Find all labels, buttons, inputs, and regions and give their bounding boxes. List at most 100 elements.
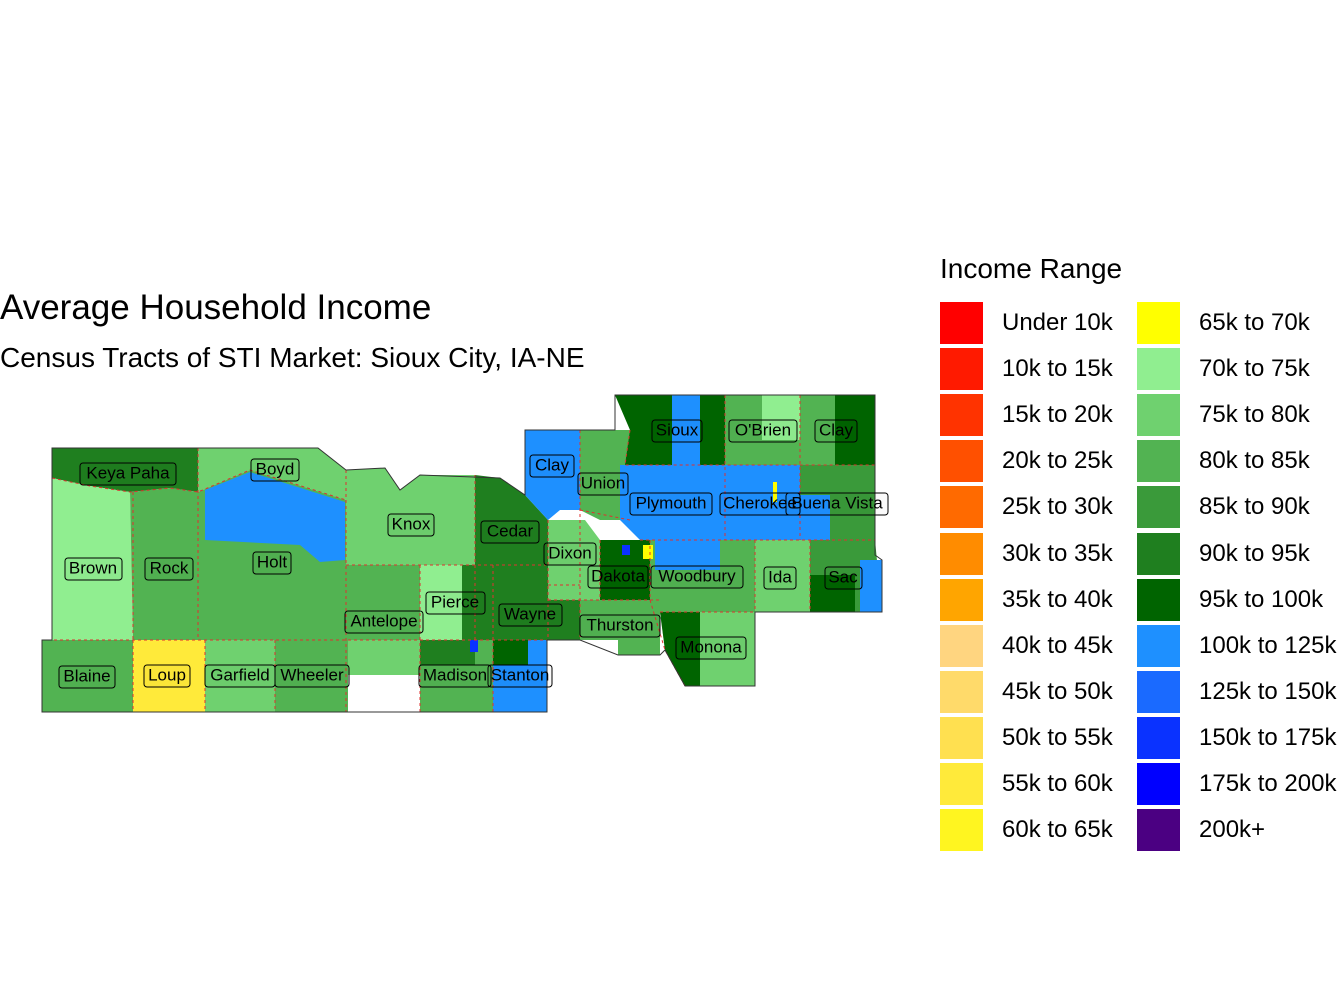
legend-swatch xyxy=(940,670,983,713)
legend-swatch xyxy=(940,440,983,483)
legend-swatch xyxy=(940,809,983,852)
legend-label: 20k to 25k xyxy=(1002,447,1113,475)
svg-text:Dixon: Dixon xyxy=(548,543,591,562)
legend-swatch xyxy=(940,532,983,575)
svg-text:Loup: Loup xyxy=(148,665,186,684)
county-label-brown: Brown xyxy=(64,557,123,581)
legend-item: 30k to 35k xyxy=(940,530,1113,576)
legend-column-2: 65k to 70k 70k to 75k 75k to 80k 80k to 85k… xyxy=(1137,300,1336,853)
county-region-clay-ia-dark xyxy=(835,395,875,465)
county-label-holt: Holt xyxy=(252,551,292,575)
svg-text:Rock: Rock xyxy=(150,558,189,577)
county-label-cherokee: Cherokee xyxy=(719,492,801,516)
county-label-garfield: Garfield xyxy=(204,664,276,688)
legend-label: 70k to 75k xyxy=(1199,355,1310,383)
county-label-clay-ia: Clay xyxy=(814,419,858,443)
county-label-monona: Monona xyxy=(675,636,747,660)
legend-item: 100k to 125k xyxy=(1137,623,1336,669)
svg-text:Union: Union xyxy=(581,473,625,492)
county-label-wayne: Wayne xyxy=(498,603,563,627)
legend-item: 40k to 45k xyxy=(940,623,1113,669)
svg-text:Brown: Brown xyxy=(69,558,117,577)
county-label-obrien: O'Brien xyxy=(728,419,798,443)
legend-swatch xyxy=(1137,348,1180,391)
legend-item: 70k to 75k xyxy=(1137,346,1336,392)
county-label-keya-paha: Keya Paha xyxy=(79,462,177,486)
county-region-antelope-lower xyxy=(348,640,420,675)
legend-swatch xyxy=(940,348,983,391)
svg-text:Antelope: Antelope xyxy=(350,611,417,630)
county-label-cedar: Cedar xyxy=(480,520,540,544)
county-region-thurston xyxy=(580,600,660,655)
svg-text:Pierce: Pierce xyxy=(431,592,479,611)
county-region-pierce xyxy=(420,565,475,640)
county-label-plymouth: Plymouth xyxy=(629,492,713,516)
legend-column-1: Under 10k 10k to 15k 15k to 20k 20k to 25k 2… xyxy=(940,300,1113,853)
county-label-pierce: Pierce xyxy=(425,591,486,615)
svg-text:Dakota: Dakota xyxy=(591,566,645,585)
county-label-dixon: Dixon xyxy=(543,542,597,566)
accent-blue-2 xyxy=(470,640,478,652)
county-region-obrien-light xyxy=(762,395,800,440)
legend-swatch xyxy=(1137,716,1180,759)
svg-text:Plymouth: Plymouth xyxy=(636,493,707,512)
legend-item: 75k to 80k xyxy=(1137,392,1336,438)
svg-text:Ida: Ida xyxy=(768,567,792,586)
county-region-union xyxy=(580,430,630,520)
legend-label: 175k to 200k xyxy=(1199,769,1337,797)
legend-item: 175k to 200k xyxy=(1137,761,1336,807)
svg-text:O'Brien: O'Brien xyxy=(735,420,791,439)
county-region-wheeler xyxy=(275,640,348,712)
legend-item: Under 10k xyxy=(940,300,1113,346)
county-region-cedar xyxy=(475,475,548,585)
legend-item: 150k to 175k xyxy=(1137,715,1336,761)
legend-label: 60k to 65k xyxy=(1002,816,1113,844)
legend-swatch xyxy=(1137,809,1180,852)
county-region-clay-sd xyxy=(525,430,580,520)
svg-text:Holt: Holt xyxy=(257,552,288,571)
county-region-sac-dark xyxy=(810,575,855,612)
svg-text:Clay: Clay xyxy=(819,420,854,439)
legend-label: 45k to 50k xyxy=(1002,677,1113,705)
svg-text:Wayne: Wayne xyxy=(504,604,556,623)
county-region-holt-blue xyxy=(205,472,345,562)
map-subtitle: Census Tracts of STI Market: Sioux City,… xyxy=(0,342,585,373)
county-region-stanton-dark xyxy=(493,640,528,665)
legend-item: 10k to 15k xyxy=(940,346,1113,392)
svg-text:Woodbury: Woodbury xyxy=(658,566,736,585)
county-region-sac-blue xyxy=(860,560,882,612)
legend-item: 15k to 20k xyxy=(940,392,1113,438)
svg-text:Sioux: Sioux xyxy=(656,420,699,439)
county-label-blaine: Blaine xyxy=(58,665,116,689)
county-region-blaine xyxy=(42,640,133,712)
county-label-wheeler: Wheeler xyxy=(274,664,350,688)
svg-text:Knox: Knox xyxy=(392,514,431,533)
legend-label: 150k to 175k xyxy=(1199,723,1337,751)
county-region-keya-paha xyxy=(52,448,198,492)
svg-text:Boyd: Boyd xyxy=(256,459,295,478)
county-label-sac: Sac xyxy=(824,566,863,590)
county-label-woodbury: Woodbury xyxy=(650,565,744,589)
county-label-dakota: Dakota xyxy=(587,565,649,589)
legend-item: 95k to 100k xyxy=(1137,577,1336,623)
legend-item: 25k to 30k xyxy=(940,484,1113,530)
legend-swatch xyxy=(940,624,983,667)
legend-item: 65k to 70k xyxy=(1137,300,1336,346)
county-region-pierce-dark xyxy=(462,565,493,640)
county-label-antelope: Antelope xyxy=(344,610,424,634)
legend-label: 75k to 80k xyxy=(1199,401,1310,429)
legend-swatch xyxy=(1137,578,1180,621)
legend-label: 35k to 40k xyxy=(1002,585,1113,613)
legend-label: 50k to 55k xyxy=(1002,723,1113,751)
accent-yellow-2 xyxy=(773,482,777,502)
county-region-dixon xyxy=(548,520,600,600)
county-region-garfield xyxy=(205,640,275,712)
map-outline xyxy=(41,394,883,713)
svg-text:Thurston: Thurston xyxy=(586,615,653,634)
county-label-buena-vista: Buena Vista xyxy=(785,492,889,516)
accent-blue-1 xyxy=(622,545,630,555)
svg-text:Clay: Clay xyxy=(535,455,570,474)
legend-swatch xyxy=(1137,486,1180,529)
legend-item: 55k to 60k xyxy=(940,761,1113,807)
legend-label: 10k to 15k xyxy=(1002,355,1113,383)
